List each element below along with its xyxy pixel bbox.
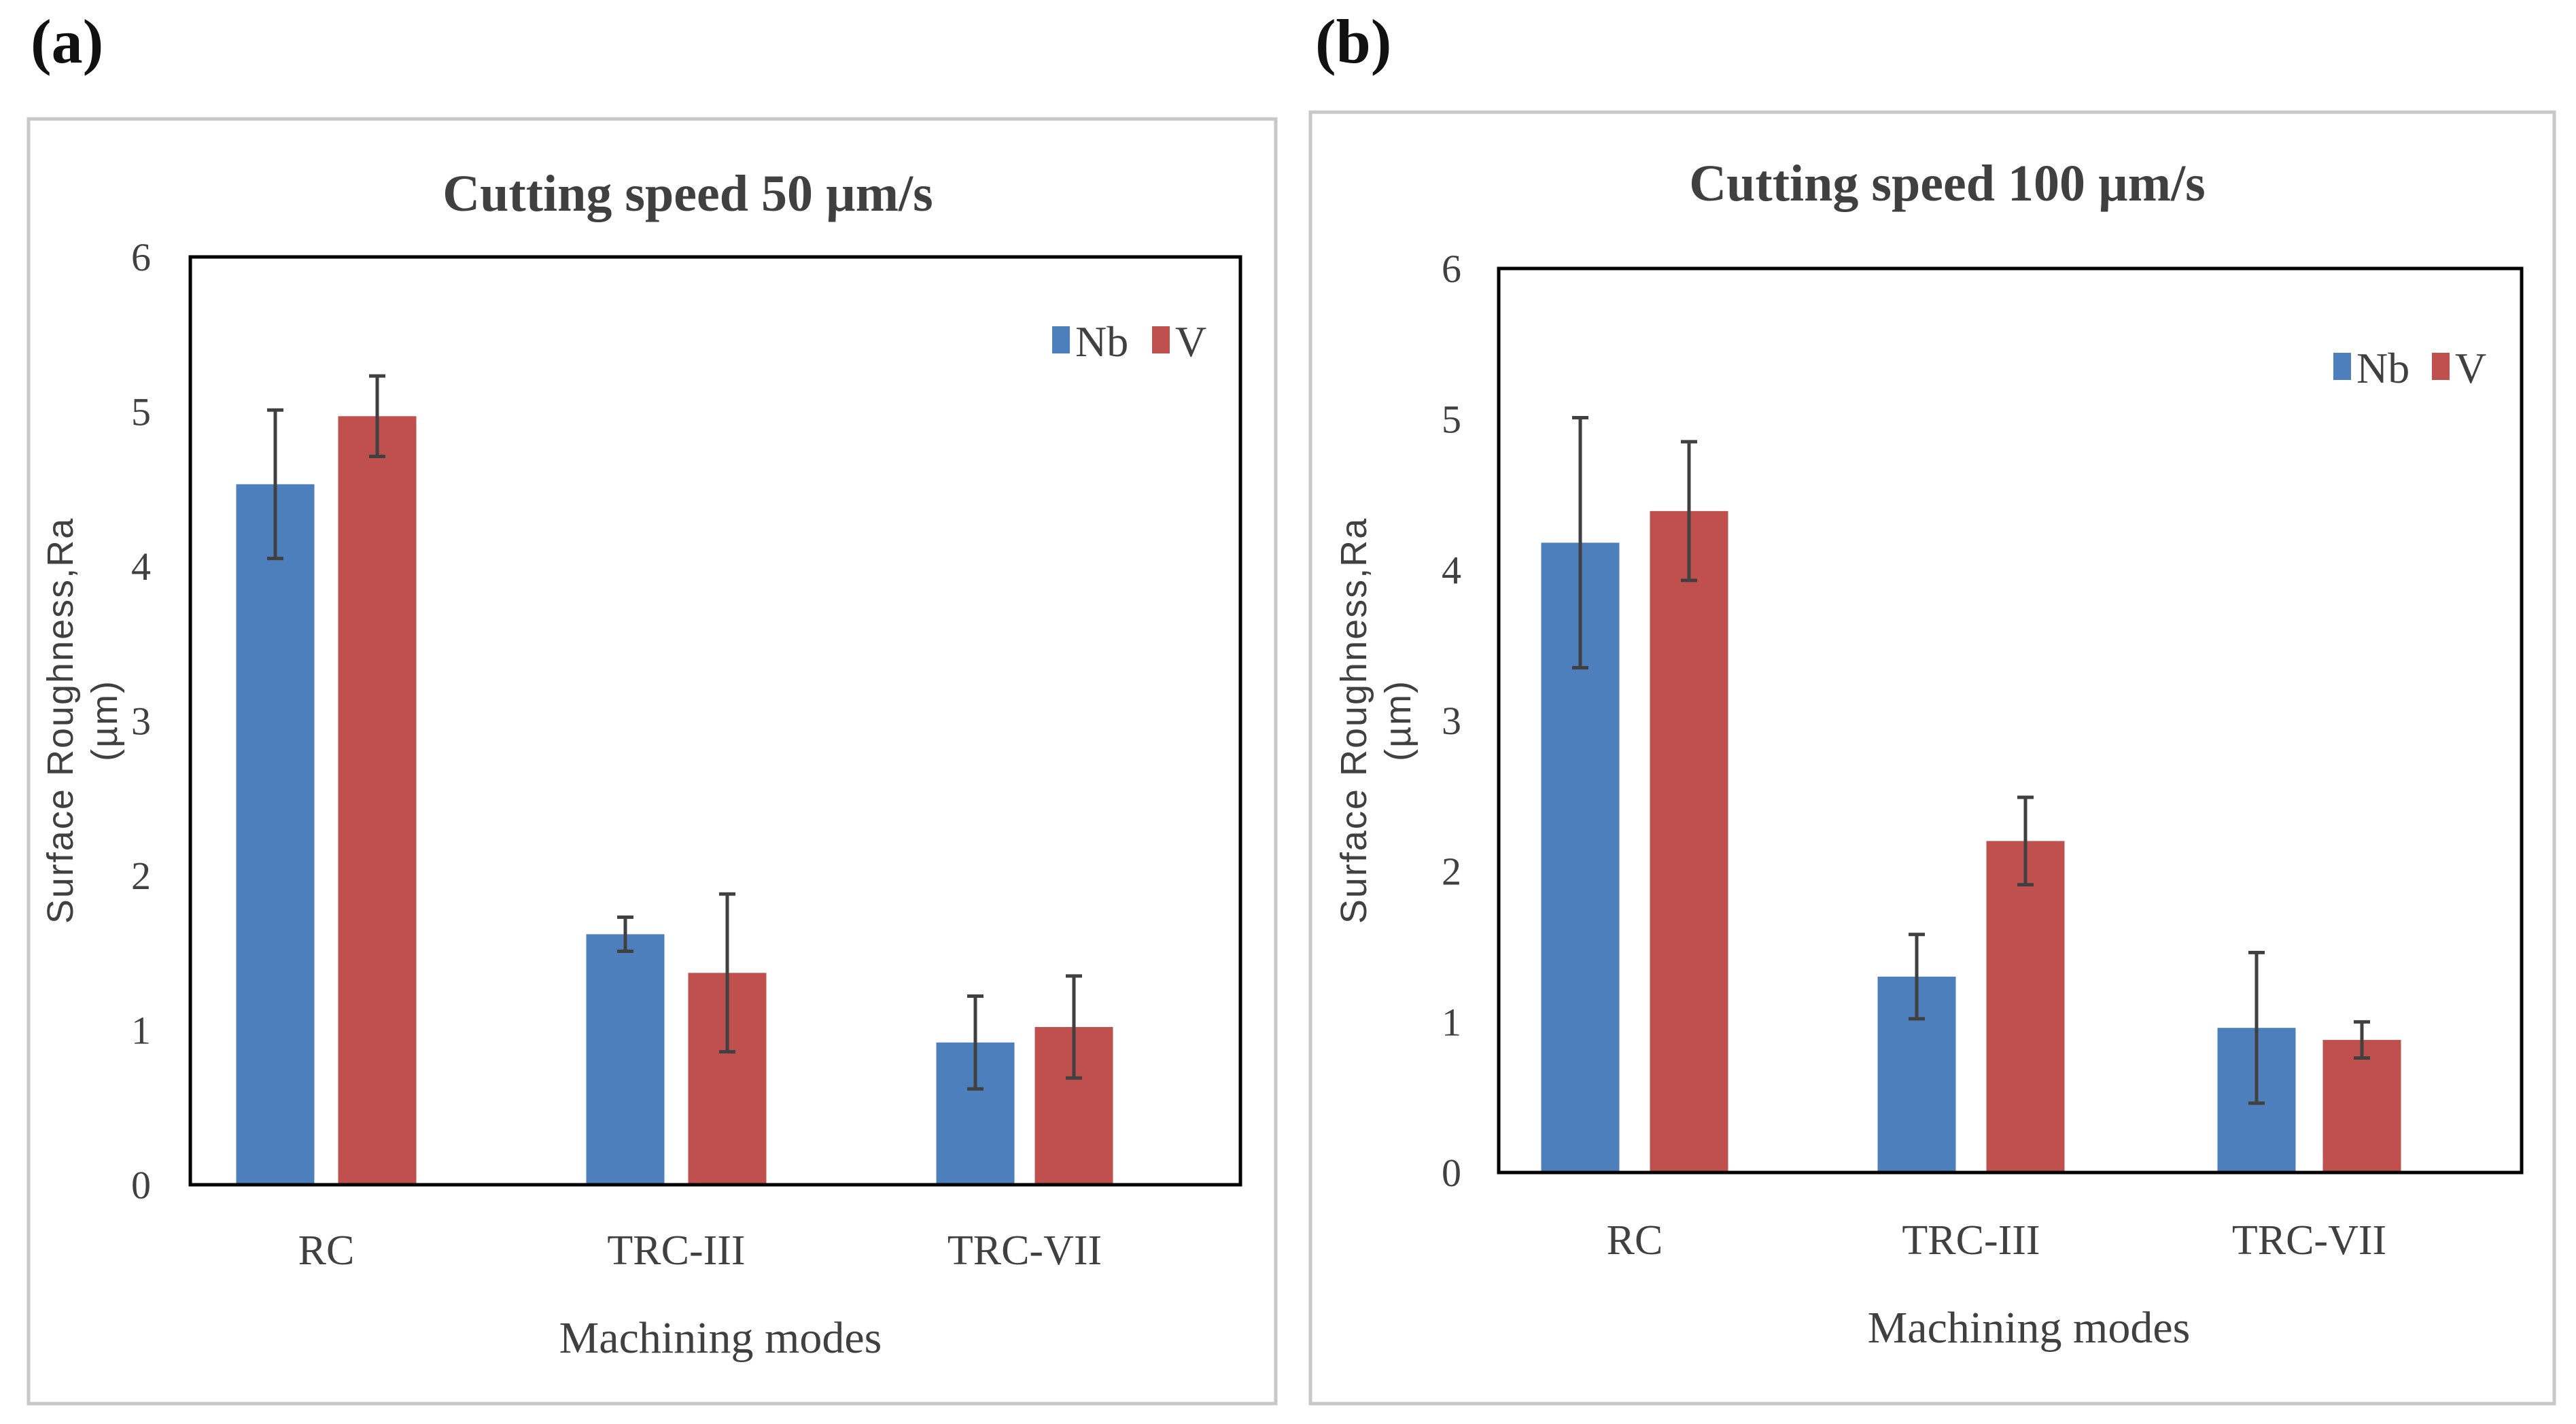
y-axis-label-b-line2: (µm) <box>1378 680 1418 761</box>
legend-label-nb-a: Nb <box>1075 317 1128 366</box>
y-tick-b-6: 6 <box>1442 247 1461 291</box>
category-label-b-2: TRC-VII <box>2232 1217 2386 1264</box>
legend-label-v-b: V <box>2455 344 2486 392</box>
error-bars-a <box>267 374 1082 1091</box>
category-label-a-2: TRC-VII <box>947 1228 1102 1274</box>
chart-title-a: Cutting speed 50 µm/s <box>442 165 933 222</box>
bar-a-nb-1 <box>586 934 665 1185</box>
error-bar-a-v-2 <box>1066 974 1082 1080</box>
legend-label-v-a: V <box>1175 317 1206 366</box>
panel-label-a: (a) <box>31 7 103 76</box>
plot-area-a <box>188 255 1242 1187</box>
category-labels-a: RC TRC-III TRC-VII <box>298 1228 1102 1274</box>
y-tick-b-1: 1 <box>1442 1000 1461 1044</box>
error-bar-b-nb-1 <box>1909 933 1925 1021</box>
error-bar-a-nb-1 <box>617 915 633 953</box>
y-tick-b-0: 0 <box>1442 1151 1461 1195</box>
error-bar-b-v-2 <box>2354 1020 2370 1060</box>
panel-label-b: (b) <box>1315 7 1391 76</box>
y-axis-label-a-line1: Surface Roughness,Ra <box>40 517 81 924</box>
x-axis-label-b: Machining modes <box>1868 1303 2191 1353</box>
chart-frame-b <box>1308 110 2556 1406</box>
y-tick-a-1: 1 <box>131 1009 151 1053</box>
y-tick-a-5: 5 <box>131 390 151 434</box>
bar-a-v-0 <box>338 416 417 1185</box>
y-axis-label-a: Surface Roughness,Ra (µm) <box>40 517 125 924</box>
bar-b-v-0 <box>1650 510 1728 1173</box>
error-bar-b-nb-0 <box>1572 415 1588 670</box>
category-label-b-0: RC <box>1607 1217 1663 1264</box>
y-tick-a-0: 0 <box>131 1163 151 1207</box>
y-tick-labels-b: 0 1 2 3 4 5 6 <box>1442 247 1461 1195</box>
error-bars-b <box>1572 415 2370 1105</box>
plot-area-b <box>1497 266 2524 1175</box>
category-labels-b: RC TRC-III TRC-VII <box>1607 1217 2387 1264</box>
category-label-a-0: RC <box>298 1228 355 1274</box>
error-bar-a-v-1 <box>719 892 735 1054</box>
error-bar-a-nb-2 <box>967 994 984 1091</box>
y-tick-a-3: 3 <box>131 699 151 744</box>
y-axis-label-a-line2: (µm) <box>84 680 125 761</box>
y-axis-label-b-line1: Surface Roughness,Ra <box>1334 517 1374 924</box>
y-tick-labels-a: 0 1 2 3 4 5 6 <box>131 235 151 1207</box>
error-bar-a-nb-0 <box>267 408 283 561</box>
error-bar-b-v-1 <box>2017 795 2034 887</box>
y-tick-b-5: 5 <box>1442 398 1461 442</box>
chart-title-b: Cutting speed 100 µm/s <box>1689 155 2206 212</box>
error-bar-a-v-0 <box>369 374 385 458</box>
legend-label-nb-b: Nb <box>2356 344 2409 392</box>
bar-a-nb-0 <box>236 484 315 1185</box>
y-tick-b-2: 2 <box>1442 850 1461 894</box>
bar-b-v-2 <box>2322 1039 2401 1173</box>
bar-b-v-1 <box>1986 841 2065 1173</box>
legend-swatch-v-a <box>1152 326 1170 353</box>
y-tick-a-6: 6 <box>131 235 151 279</box>
legend-swatch-v-b <box>2432 353 2450 380</box>
legend-swatch-nb-b <box>2333 353 2351 380</box>
y-tick-a-4: 4 <box>131 544 151 589</box>
category-label-b-1: TRC-III <box>1902 1217 2040 1264</box>
y-axis-label-b: Surface Roughness,Ra (µm) <box>1334 517 1418 924</box>
chart-frame-a <box>27 117 1278 1406</box>
y-tick-b-4: 4 <box>1442 548 1461 592</box>
y-tick-a-2: 2 <box>131 854 151 898</box>
bars-b <box>1541 510 2401 1173</box>
error-bar-b-nb-2 <box>2248 950 2265 1105</box>
y-tick-b-3: 3 <box>1442 699 1461 743</box>
error-bar-b-v-0 <box>1681 440 1697 583</box>
category-label-a-1: TRC-III <box>607 1228 745 1274</box>
x-axis-label-a: Machining modes <box>559 1313 882 1363</box>
bars-a <box>236 416 1113 1185</box>
legend-swatch-nb-a <box>1052 326 1070 353</box>
